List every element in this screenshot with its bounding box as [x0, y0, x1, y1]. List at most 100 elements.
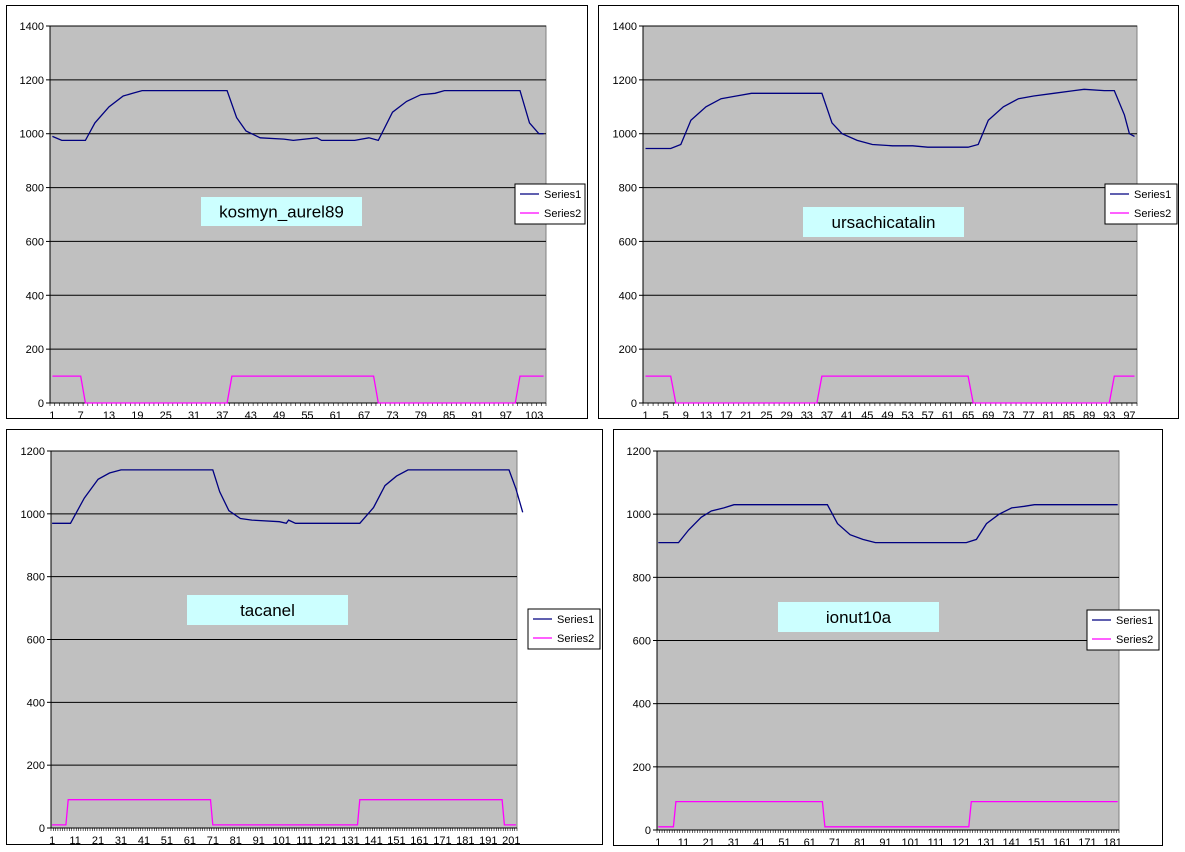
y-tick-label: 600 — [619, 236, 637, 248]
y-tick-label: 600 — [633, 636, 651, 648]
y-tick-label: 1400 — [613, 21, 637, 33]
x-tick-label: 1 — [49, 835, 55, 846]
x-tick-label: 49 — [881, 410, 893, 420]
x-tick-label: 17 — [720, 410, 732, 420]
x-tick-label: 111 — [296, 835, 313, 846]
y-tick-label: 1400 — [20, 21, 44, 33]
x-tick-label: 81 — [854, 837, 866, 847]
x-tick-label: 21 — [740, 410, 752, 420]
y-tick-label: 1200 — [21, 446, 45, 458]
x-tick-label: 31 — [115, 835, 127, 846]
legend-box — [1086, 609, 1160, 651]
x-tick-label: 131 — [341, 835, 359, 846]
x-tick-label: 91 — [879, 837, 891, 847]
legend-label: Series1 — [1134, 189, 1171, 201]
y-tick-label: 600 — [26, 236, 44, 248]
x-tick-label: 121 — [318, 835, 336, 846]
x-tick-label: 1 — [642, 410, 648, 420]
x-tick-label: 85 — [1063, 410, 1075, 420]
line-chart: 0 200 400 600 800 1000 1200 1400 1 5 9 13 17 21 25 29 33… — [613, 21, 1178, 422]
x-tick-label: 151 — [1028, 837, 1046, 847]
y-tick-label: 200 — [26, 344, 44, 356]
x-tick-label: 37 — [821, 410, 833, 420]
x-tick-label: 13 — [103, 410, 115, 420]
x-tick-label: 141 — [364, 835, 382, 846]
chart-title: ionut10a — [826, 608, 892, 627]
series-line-2 — [52, 375, 544, 404]
y-tick-label: 800 — [619, 183, 637, 195]
x-tick-label: 101 — [902, 837, 920, 847]
x-tick-label: 65 — [962, 410, 974, 420]
x-tick-label: 103 — [525, 410, 543, 420]
x-tick-label: 45 — [861, 410, 873, 420]
legend-label: Series2 — [544, 208, 581, 220]
x-tick-label: 71 — [829, 837, 841, 847]
y-tick-label: 1000 — [613, 129, 637, 141]
y-tick-label: 800 — [27, 572, 45, 584]
series-line-1 — [658, 504, 1118, 544]
x-tick-label: 97 — [1123, 410, 1135, 420]
title-box — [803, 207, 964, 237]
x-tick-label: 161 — [410, 835, 428, 846]
y-tick-label: 0 — [645, 825, 651, 837]
x-tick-label: 21 — [92, 835, 104, 846]
x-tick-label: 33 — [801, 410, 813, 420]
series-line-2 — [658, 800, 1118, 828]
series-line-1 — [645, 88, 1135, 150]
x-tick-label: 171 — [1078, 837, 1096, 847]
x-tick-label: 93 — [1103, 410, 1115, 420]
x-tick-label: 77 — [1022, 410, 1034, 420]
chart-panel-4: 0 200 400 600 800 1000 1200 1 11 21 31 41 51 61 71 81 91… — [613, 429, 1163, 849]
y-tick-label: 200 — [633, 762, 651, 774]
x-tick-label: 111 — [928, 837, 945, 847]
y-tick-label: 1200 — [20, 75, 44, 87]
x-tick-label: 85 — [443, 410, 455, 420]
y-tick-label: 1200 — [627, 446, 651, 458]
x-tick-label: 61 — [942, 410, 954, 420]
legend-label: Series2 — [557, 633, 594, 645]
x-tick-label: 91 — [253, 835, 265, 846]
series-line-1 — [52, 89, 544, 142]
y-tick-label: 800 — [26, 183, 44, 195]
x-tick-label: 29 — [781, 410, 793, 420]
title-box — [201, 197, 362, 226]
x-tick-label: 201 — [502, 835, 520, 846]
x-tick-label: 141 — [1003, 837, 1021, 847]
x-tick-label: 43 — [245, 410, 257, 420]
y-tick-label: 1000 — [627, 509, 651, 521]
x-tick-label: 13 — [700, 410, 712, 420]
title-box — [778, 602, 939, 632]
x-tick-label: 171 — [433, 835, 451, 846]
x-tick-label: 7 — [78, 410, 84, 420]
x-tick-label: 181 — [456, 835, 474, 846]
x-tick-label: 55 — [301, 410, 313, 420]
y-tick-label: 0 — [631, 398, 637, 410]
x-tick-label: 31 — [728, 837, 740, 847]
chart-panel-3: 0 200 400 600 800 1000 1200 1 11 21 31 41 51 61 71 81 91… — [6, 429, 603, 847]
line-chart: 0 200 400 600 800 1000 1200 1400 1 7 13 19 25 31 37 43 4… — [20, 21, 586, 422]
x-tick-label: 97 — [500, 410, 512, 420]
x-tick-label: 41 — [753, 837, 765, 847]
chart-title: ursachicatalin — [832, 213, 936, 232]
x-tick-label: 61 — [804, 837, 816, 847]
y-tick-label: 1000 — [21, 509, 45, 521]
y-tick-label: 400 — [633, 699, 651, 711]
y-tick-label: 200 — [27, 760, 45, 772]
legend-label: Series1 — [1116, 615, 1153, 627]
x-tick-label: 161 — [1053, 837, 1071, 847]
y-tick-label: 400 — [27, 697, 45, 709]
x-tick-label: 11 — [69, 835, 80, 846]
y-tick-label: 1200 — [613, 75, 637, 87]
x-tick-label: 31 — [188, 410, 200, 420]
x-tick-label: 79 — [415, 410, 427, 420]
legend-label: Series1 — [557, 614, 594, 626]
x-tick-label: 131 — [977, 837, 995, 847]
y-tick-label: 400 — [26, 290, 44, 302]
x-tick-label: 191 — [479, 835, 497, 846]
title-box — [187, 595, 348, 625]
legend-box — [514, 183, 586, 225]
series-line-1 — [52, 469, 524, 525]
y-tick-label: 1000 — [20, 129, 44, 141]
x-tick-label: 181 — [1104, 837, 1122, 847]
